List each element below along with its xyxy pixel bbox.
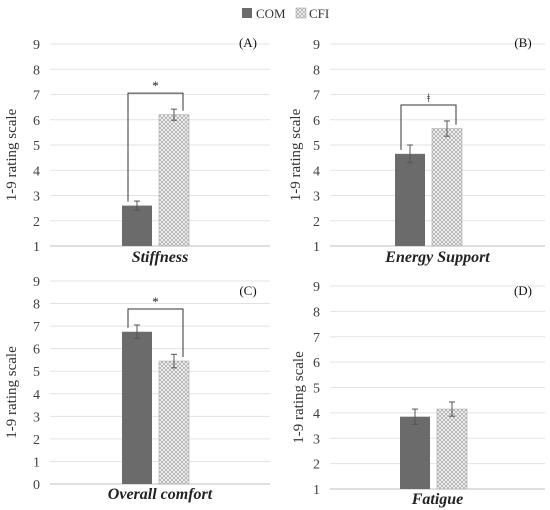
- significance-marker: ǂ: [427, 90, 431, 105]
- significance-bracket: [400, 104, 457, 150]
- y-tick-label: 3: [313, 432, 320, 447]
- bar-com: [122, 205, 152, 246]
- x-axis-label: Energy Support: [384, 249, 490, 266]
- y-tick-label: 8: [313, 305, 320, 320]
- y-tick-label: 6: [33, 343, 40, 358]
- chart-panel-d: 1 2 3 4 5 6 7 8 9 1-9 rating scale (D) Fatigue: [291, 280, 545, 508]
- significance-marker: *: [152, 78, 159, 93]
- significance-bracket: [127, 308, 184, 358]
- chart-panel-a: 1 2 3 4 5 6 7 8 9 1-9 rating scale (A) * Stiffness: [4, 35, 270, 266]
- y-axis-label: 1-9 rating scale: [4, 346, 20, 439]
- panel-label: (C): [239, 283, 256, 298]
- legend-label-cfi: CFI: [309, 6, 329, 21]
- bar-com: [400, 416, 430, 489]
- y-tick-label: 0: [33, 478, 40, 493]
- y-tick-label: 2: [33, 433, 40, 448]
- y-tick-label: 8: [33, 63, 40, 78]
- legend-swatch-com: [242, 8, 252, 18]
- y-tick-label: 9: [313, 38, 320, 53]
- legend: COM CFI: [242, 6, 329, 21]
- y-tick-label: 8: [33, 298, 40, 313]
- y-axis-label: 1-9 rating scale: [291, 351, 307, 444]
- y-axis-label: 1-9 rating scale: [288, 108, 304, 201]
- significance-bracket: [127, 92, 184, 202]
- panel-label: (B): [514, 35, 531, 50]
- y-tick-label: 1: [313, 483, 320, 498]
- chart-panel-b: 1 2 3 4 5 6 7 8 9 1-9 rating scale (B) ǂ Energy Supp…: [288, 35, 545, 266]
- bar-cfi: [158, 360, 190, 485]
- y-tick-label: 9: [33, 38, 40, 53]
- y-tick-label: 7: [313, 89, 320, 104]
- y-tick-label: 2: [33, 215, 40, 230]
- bar-com: [395, 153, 425, 246]
- y-tick-label: 7: [313, 331, 320, 346]
- y-tick-label: 5: [313, 382, 320, 397]
- y-tick-label: 1: [33, 455, 40, 470]
- y-tick-label: 4: [313, 407, 320, 422]
- y-tick-label: 1: [33, 240, 40, 255]
- y-tick-label: 5: [33, 139, 40, 154]
- y-tick-label: 6: [33, 114, 40, 129]
- y-tick-label: 6: [313, 356, 320, 371]
- y-tick-label: 3: [313, 190, 320, 205]
- y-tick-label: 2: [313, 458, 320, 473]
- x-axis-label: Stiffness: [132, 249, 189, 266]
- bar-cfi: [158, 114, 190, 247]
- y-tick-label: 9: [33, 275, 40, 290]
- y-tick-label: 9: [313, 280, 320, 295]
- y-tick-label: 8: [313, 63, 320, 78]
- y-tick-label: 7: [33, 89, 40, 104]
- y-tick-label: 5: [33, 365, 40, 380]
- panel-label: (D): [514, 283, 532, 298]
- legend-swatch-cfi: [295, 7, 307, 19]
- y-tick-label: 4: [33, 388, 40, 403]
- y-tick-label: 4: [313, 164, 320, 179]
- bar-cfi: [436, 408, 468, 490]
- chart-panel-c: 0 1 2 3 4 5 6 7 8 9 1-9 rating scale (C) * Overall co…: [4, 275, 270, 503]
- y-tick-label: 1: [313, 240, 320, 255]
- x-axis-label: Overall comfort: [108, 486, 213, 503]
- y-tick-label: 6: [313, 114, 320, 129]
- y-tick-label: 3: [33, 190, 40, 205]
- y-tick-label: 3: [33, 410, 40, 425]
- y-axis-label: 1-9 rating scale: [4, 108, 20, 201]
- panel-label: (A): [239, 35, 257, 50]
- significance-marker: *: [152, 294, 159, 309]
- bar-com: [122, 331, 152, 484]
- y-tick-label: 7: [33, 320, 40, 335]
- y-tick-label: 5: [313, 139, 320, 154]
- y-tick-label: 4: [33, 164, 40, 179]
- y-tick-label: 2: [313, 215, 320, 230]
- bar-cfi: [431, 128, 463, 247]
- legend-label-com: COM: [256, 6, 286, 21]
- x-axis-label: Fatigue: [411, 491, 464, 508]
